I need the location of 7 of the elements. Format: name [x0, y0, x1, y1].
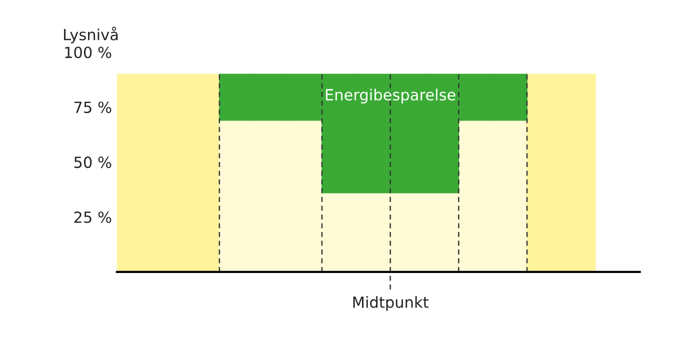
annotation: Energibesparelse: [326, 88, 456, 104]
y-tick-label: 25 %: [74, 211, 112, 224]
y-tick-label: 75 %: [74, 102, 112, 114]
y-tick-label: 50 %: [74, 156, 112, 168]
text: Midtpunkt: [353, 296, 428, 311]
y-axis-title: Lysnivå: [64, 26, 118, 44]
y-tick-label: 100 %: [65, 46, 112, 58]
